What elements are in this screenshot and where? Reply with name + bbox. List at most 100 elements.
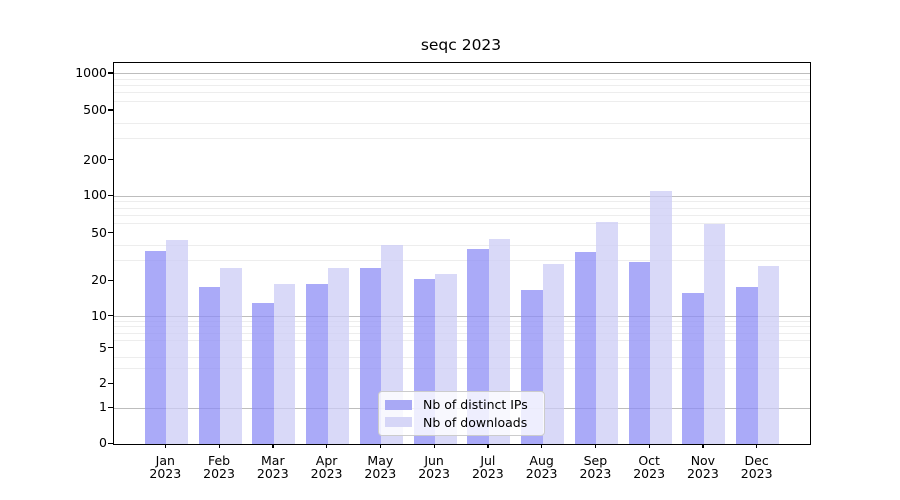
x-tick-label-year: 2023: [579, 465, 612, 481]
x-tick-label-month: Mar: [261, 453, 285, 468]
y-gridline-minor-9: [114, 321, 810, 322]
x-tick-label-year: 2023: [418, 465, 450, 481]
bar-distinct-ips-mar: [252, 303, 274, 444]
x-tick-label-jun: Jun 2023: [402, 453, 466, 481]
y-gridline-minor-80: [114, 207, 810, 209]
y-gridline-minor-30: [114, 259, 810, 261]
x-tick-label-month: Jun: [424, 453, 444, 468]
y-gridline-minor-40: [114, 244, 810, 246]
x-tick-label-feb: Feb 2023: [187, 453, 251, 481]
x-tick-mark-dec: [756, 444, 758, 448]
bar-distinct-ips-oct: [628, 262, 651, 444]
x-tick-label-month: Apr: [315, 453, 338, 468]
x-tick-label-jan: Jan 2023: [133, 453, 197, 481]
y-tick-label-20: 20: [91, 272, 107, 288]
bar-downloads-sep: [596, 221, 618, 444]
y-gridline-minor-4: [114, 356, 810, 358]
y-gridline-minor-800: [114, 85, 810, 87]
y-tick-mark-100: [108, 194, 113, 196]
x-tick-label-year: 2023: [686, 465, 719, 481]
y-tick-label-0: 0: [99, 435, 107, 450]
y-tick-label-5: 5: [99, 339, 107, 355]
x-tick-label-aug: Aug 2023: [510, 453, 574, 481]
x-tick-mark-oct: [648, 444, 650, 448]
y-tick-mark-200: [108, 159, 113, 161]
legend-item-downloads: Nb of downloads: [385, 414, 536, 432]
y-gridline-minor-7: [114, 332, 810, 334]
x-tick-label-year: 2023: [471, 465, 504, 481]
y-tick-mark-2: [108, 382, 113, 385]
bar-distinct-ips-sep: [574, 252, 597, 444]
y-tick-label-2: 2: [99, 375, 107, 391]
y-tick-mark-50: [108, 232, 113, 234]
x-tick-label-month: Jul: [480, 453, 496, 468]
x-tick-mark-jan: [164, 444, 166, 448]
y-gridline-minor-90: [114, 201, 810, 203]
chart-title: seqc 2023: [420, 36, 502, 54]
y-gridline-major-100: [114, 195, 810, 197]
y-tick-mark-1000: [108, 72, 113, 74]
legend-item-distinct-ips: Nb of distinct IPs: [385, 396, 536, 414]
x-tick-label-month: Oct: [638, 453, 660, 468]
legend-swatch-downloads: [385, 417, 412, 428]
bar-downloads-mar: [273, 284, 296, 444]
bar-downloads-feb: [220, 267, 242, 444]
x-tick-label-year: 2023: [364, 465, 397, 481]
bar-distinct-ips-nov: [682, 292, 704, 444]
x-tick-label-month: Nov: [690, 453, 716, 468]
bar-downloads-apr: [327, 267, 350, 444]
y-tick-label-10: 10: [91, 307, 107, 323]
x-tick-mark-may: [379, 444, 382, 448]
x-tick-mark-jul: [487, 444, 489, 448]
legend-label-downloads: Nb of downloads: [423, 414, 528, 430]
x-tick-mark-feb: [218, 444, 220, 448]
legend: Nb of distinct IPs Nb of downloads: [378, 391, 545, 436]
bar-distinct-ips-apr: [306, 284, 328, 444]
x-tick-label-oct: Oct 2023: [617, 453, 681, 481]
bar-downloads-oct: [650, 191, 672, 444]
y-gridline-minor-70: [114, 214, 810, 216]
legend-swatch-distinct-ips: [385, 399, 412, 410]
x-tick-label-year: 2023: [525, 465, 558, 481]
y-tick-mark-500: [108, 109, 113, 111]
x-tick-label-apr: Apr 2023: [295, 453, 359, 481]
y-gridline-minor-600: [114, 100, 810, 102]
x-tick-mark-sep: [594, 444, 597, 448]
legend-label-distinct-ips: Nb of distinct IPs: [423, 397, 528, 413]
bar-downloads-aug: [542, 263, 565, 444]
y-gridline-minor-900: [114, 79, 810, 81]
x-tick-label-year: 2023: [310, 465, 343, 481]
bar-downloads-jan: [166, 240, 188, 444]
x-tick-label-year: 2023: [740, 465, 773, 481]
y-tick-label-100: 100: [83, 187, 107, 203]
x-tick-label-sep: Sep 2023: [563, 453, 627, 481]
x-tick-label-jul: Jul 2023: [456, 453, 520, 481]
x-tick-label-month: Feb: [207, 453, 231, 468]
x-tick-mark-apr: [326, 444, 328, 448]
x-tick-label-month: May: [367, 453, 394, 468]
x-tick-label-month: Sep: [583, 453, 608, 468]
y-tick-label-1: 1: [99, 399, 107, 415]
y-tick-mark-5: [108, 347, 113, 349]
y-gridline-major-1000: [114, 73, 810, 75]
x-tick-label-month: Jan: [155, 453, 175, 468]
y-gridline-minor-3: [114, 368, 810, 370]
y-gridline-minor-8: [114, 326, 810, 328]
y-gridline-major-10: [114, 316, 810, 318]
x-tick-label-month: Aug: [529, 453, 554, 468]
y-gridline-minor-6: [114, 339, 810, 341]
x-tick-label-year: 2023: [256, 465, 289, 481]
bar-downloads-nov: [703, 223, 726, 444]
bar-distinct-ips-feb: [198, 286, 221, 444]
x-tick-mark-nov: [702, 444, 704, 448]
x-tick-label-year: 2023: [203, 465, 235, 481]
y-tick-label-50: 50: [91, 224, 107, 240]
x-tick-mark-mar: [272, 444, 274, 448]
x-tick-label-year: 2023: [633, 465, 666, 481]
bar-downloads-dec: [757, 265, 780, 444]
x-tick-label-nov: Nov 2023: [671, 453, 735, 481]
x-tick-mark-aug: [541, 444, 543, 448]
x-tick-label-year: 2023: [149, 465, 182, 481]
plot-area: [113, 62, 811, 445]
bar-distinct-ips-jan: [144, 250, 167, 444]
